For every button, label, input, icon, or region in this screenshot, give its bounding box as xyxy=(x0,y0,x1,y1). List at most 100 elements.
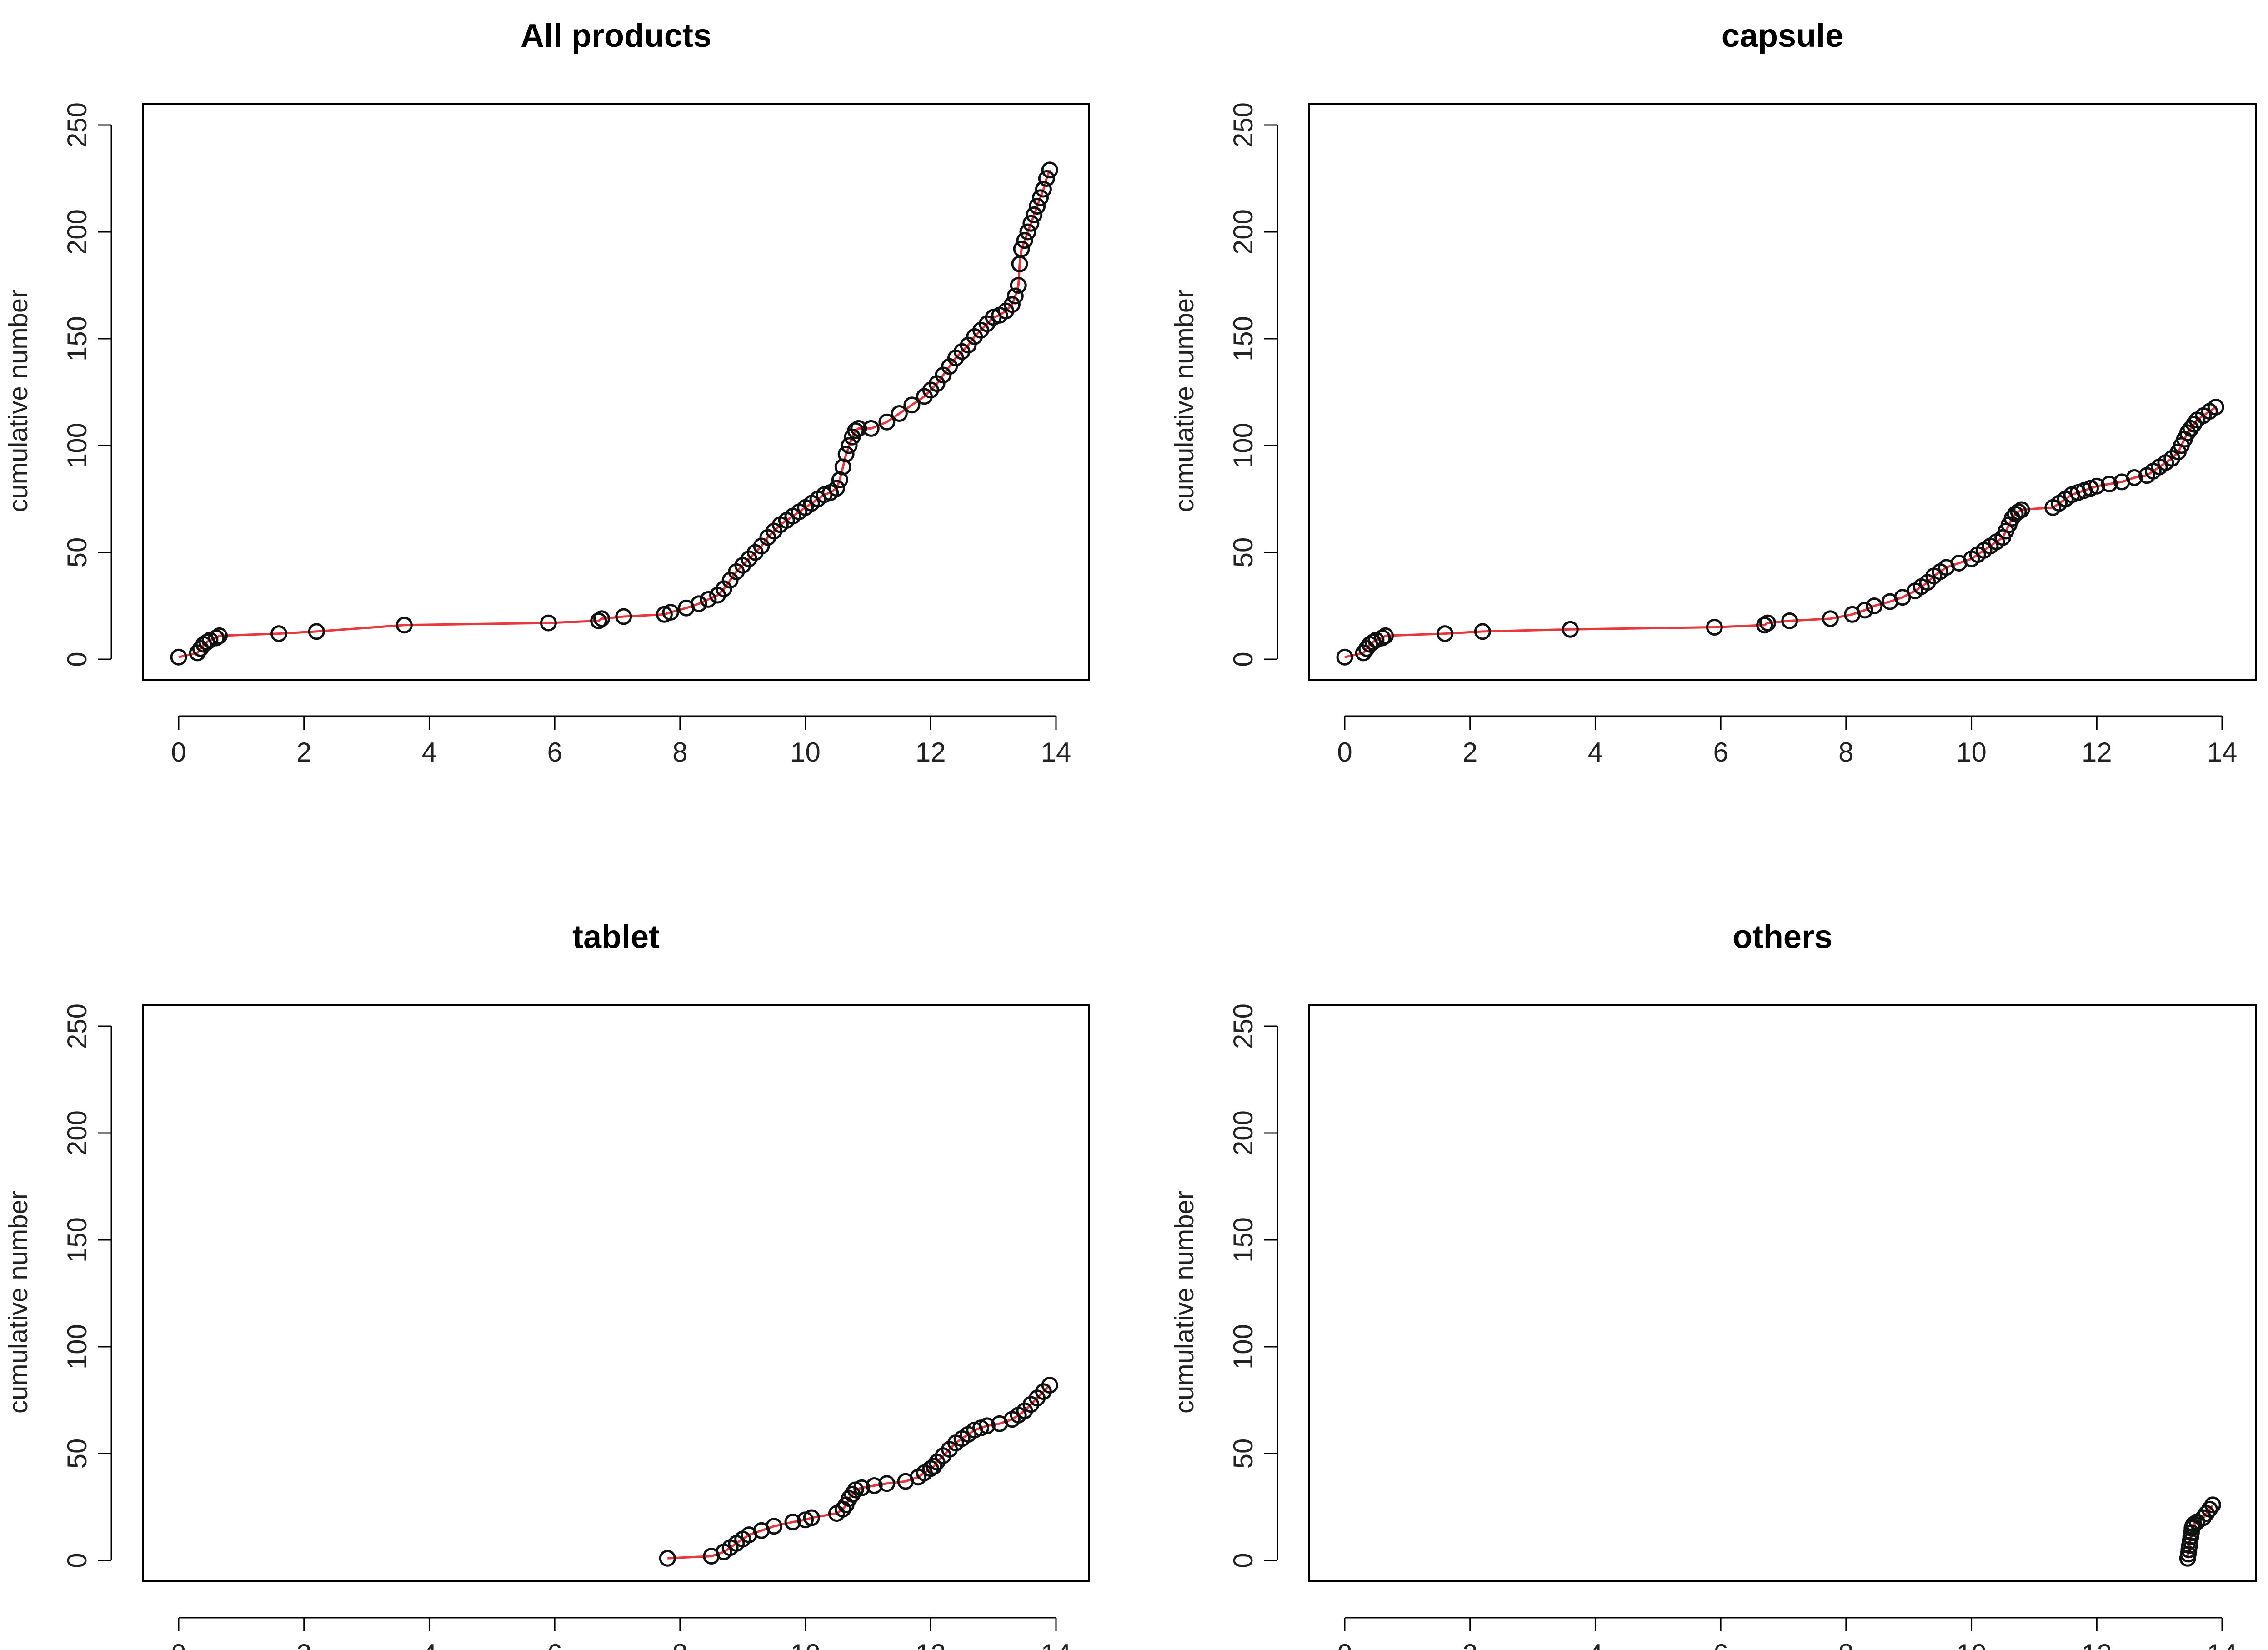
y-tick-label: 50 xyxy=(62,1439,92,1469)
data-point xyxy=(853,1479,871,1496)
x-tick-label: 14 xyxy=(1041,1639,1071,1650)
y-tick-label: 50 xyxy=(1228,1439,1258,1469)
chart-title: All products xyxy=(521,18,711,54)
x-tick-label: 8 xyxy=(1838,1639,1853,1650)
x-tick-label: 10 xyxy=(790,737,821,767)
y-tick-label: 200 xyxy=(62,209,92,255)
y-tick-label: 200 xyxy=(62,1110,92,1156)
data-point xyxy=(211,627,228,644)
data-point xyxy=(2013,501,2030,518)
y-tick-label: 150 xyxy=(62,1217,92,1263)
data-point xyxy=(1032,189,1049,206)
x-tick-label: 8 xyxy=(1838,737,1853,767)
y-axis-label: cumulative number xyxy=(4,290,33,512)
data-point xyxy=(866,1477,883,1494)
data-point xyxy=(2126,469,2143,486)
x-tick-label: 8 xyxy=(672,737,687,767)
data-point xyxy=(2185,416,2203,433)
data-point xyxy=(841,437,858,454)
data-point xyxy=(1474,623,1491,640)
data-point xyxy=(690,595,707,612)
data-point xyxy=(1016,232,1033,249)
x-tick-label: 6 xyxy=(1713,1639,1728,1650)
y-axis-label: cumulative number xyxy=(1170,290,1199,512)
y-tick-label: 150 xyxy=(1228,316,1258,361)
x-tick-label: 0 xyxy=(1337,1639,1352,1650)
panel-2: capsule 0 2 4 6 8 10 12 14 0 50 100 150 200 250 cumulat… xyxy=(1170,18,2257,767)
y-tick-label: 200 xyxy=(1228,209,1258,255)
panel-1: All products 0 2 4 6 8 10 12 14 0 50 100 150 200 250 cu… xyxy=(4,18,1090,767)
chart-title: others xyxy=(1732,919,1832,955)
y-tick-label: 250 xyxy=(62,1003,92,1049)
series-line xyxy=(178,169,1051,658)
data-point xyxy=(662,604,679,621)
data-point xyxy=(878,413,896,431)
x-tick-label: 4 xyxy=(422,737,437,767)
data-point xyxy=(828,480,845,497)
data-point xyxy=(766,1518,783,1535)
data-point xyxy=(1010,277,1027,294)
y-tick-label: 250 xyxy=(62,102,92,148)
data-point xyxy=(878,1475,896,1492)
data-point xyxy=(170,648,187,666)
data-point xyxy=(2010,503,2027,521)
data-point xyxy=(1026,206,1043,223)
y-tick-label: 0 xyxy=(62,1553,92,1568)
y-tick-label: 250 xyxy=(1228,102,1258,148)
data-point xyxy=(396,617,413,634)
x-tick-label: 10 xyxy=(1956,1639,1987,1650)
data-point xyxy=(590,612,607,629)
data-point xyxy=(1706,619,1723,636)
x-tick-label: 14 xyxy=(1041,737,1071,767)
data-point xyxy=(1041,1377,1058,1394)
x-tick-label: 2 xyxy=(1462,737,1477,767)
y-tick-label: 50 xyxy=(62,537,92,568)
y-tick-label: 150 xyxy=(62,316,92,361)
data-point xyxy=(903,396,921,414)
panel-4: others 0 2 4 6 8 10 12 14 0 50 100 150 200 250 cumulati… xyxy=(1170,919,2257,1650)
data-point xyxy=(1759,614,1777,632)
x-tick-label: 12 xyxy=(916,737,946,767)
x-tick-label: 12 xyxy=(916,1639,946,1650)
y-tick-label: 250 xyxy=(1228,1003,1258,1049)
x-tick-label: 10 xyxy=(1956,737,1987,767)
data-point xyxy=(1756,617,1773,634)
x-tick-label: 14 xyxy=(2207,1639,2238,1650)
y-axis-label: cumulative number xyxy=(1170,1191,1199,1414)
y-tick-label: 100 xyxy=(1228,1324,1258,1369)
data-point xyxy=(784,1513,801,1530)
plot-frame xyxy=(142,103,1090,681)
data-point xyxy=(1336,648,1353,666)
y-tick-label: 200 xyxy=(1228,1110,1258,1156)
plot-frame xyxy=(1308,103,2257,681)
data-point xyxy=(1781,612,1798,629)
data-point xyxy=(1377,627,1394,644)
data-point xyxy=(1022,215,1040,232)
x-tick-label: 10 xyxy=(790,1639,821,1650)
data-point xyxy=(862,420,880,437)
x-tick-label: 12 xyxy=(2082,1639,2112,1650)
data-point xyxy=(2201,1500,2218,1518)
y-tick-label: 0 xyxy=(62,652,92,667)
x-tick-label: 6 xyxy=(1713,737,1728,767)
data-point xyxy=(659,1550,676,1567)
x-tick-label: 6 xyxy=(547,1639,562,1650)
data-point xyxy=(803,1509,820,1526)
data-point xyxy=(1004,296,1021,313)
y-tick-label: 150 xyxy=(1228,1217,1258,1263)
x-tick-label: 12 xyxy=(2082,737,2112,767)
y-axis-label: cumulative number xyxy=(4,1191,33,1414)
data-point xyxy=(978,1417,996,1434)
y-tick-label: 0 xyxy=(1228,652,1258,667)
data-point xyxy=(1866,597,1883,614)
data-point xyxy=(1437,625,1454,642)
data-point xyxy=(847,422,864,439)
data-point xyxy=(208,629,225,647)
data-point xyxy=(2088,477,2105,495)
y-tick-label: 100 xyxy=(1228,423,1258,468)
x-tick-label: 2 xyxy=(296,737,311,767)
data-point xyxy=(1006,287,1024,305)
data-point xyxy=(1856,602,1873,619)
data-point xyxy=(700,591,717,608)
data-point xyxy=(593,610,611,627)
